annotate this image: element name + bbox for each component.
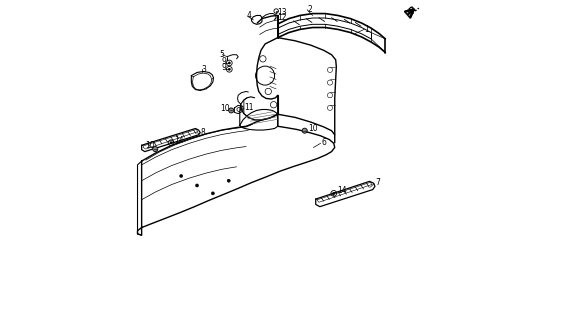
Circle shape xyxy=(229,108,234,113)
Text: 4: 4 xyxy=(247,11,252,20)
Circle shape xyxy=(180,174,183,178)
Text: 5: 5 xyxy=(219,50,224,59)
Circle shape xyxy=(228,62,231,64)
Text: 14: 14 xyxy=(174,136,184,145)
Text: 8: 8 xyxy=(200,128,205,137)
Text: 13: 13 xyxy=(277,8,286,17)
Circle shape xyxy=(227,179,230,182)
Text: 10: 10 xyxy=(308,124,318,133)
Text: 14: 14 xyxy=(337,186,346,195)
Circle shape xyxy=(228,68,231,70)
Circle shape xyxy=(152,147,158,152)
Text: 10: 10 xyxy=(220,104,230,113)
Text: 2: 2 xyxy=(307,5,312,14)
Circle shape xyxy=(170,141,172,144)
Circle shape xyxy=(211,192,214,195)
Text: 6: 6 xyxy=(321,138,326,147)
Text: 1: 1 xyxy=(364,25,369,34)
Circle shape xyxy=(333,192,335,195)
Text: 10: 10 xyxy=(145,141,154,150)
Circle shape xyxy=(302,128,307,133)
Text: FR.: FR. xyxy=(404,2,422,19)
Text: 7: 7 xyxy=(375,178,380,187)
Text: 3: 3 xyxy=(202,65,207,74)
Text: 9: 9 xyxy=(222,57,227,66)
Text: 9: 9 xyxy=(222,63,227,72)
Text: 12: 12 xyxy=(277,13,286,22)
Text: 11: 11 xyxy=(244,103,253,112)
Circle shape xyxy=(196,184,199,187)
